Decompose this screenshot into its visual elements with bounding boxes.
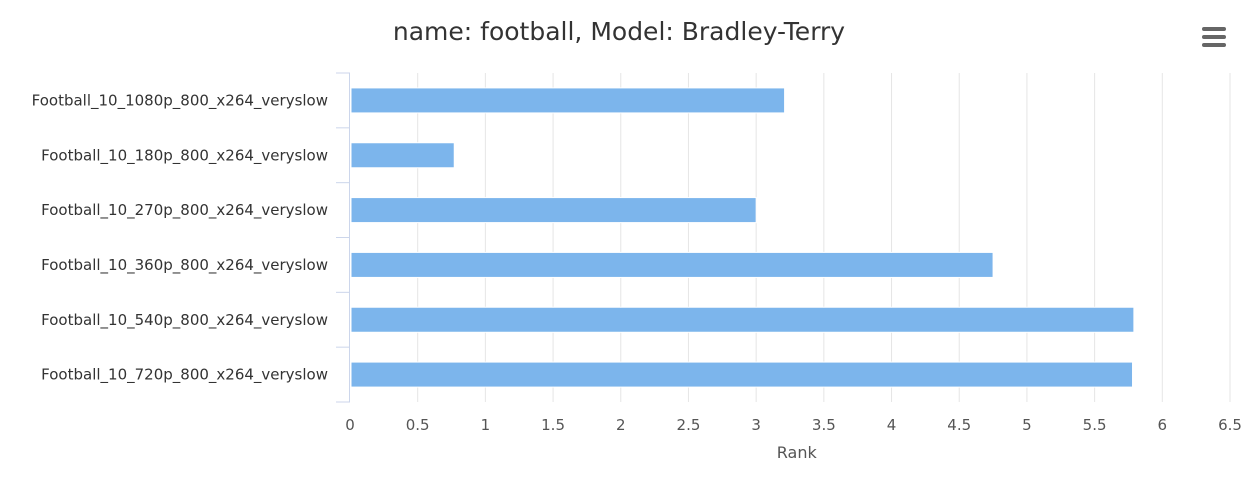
x-tick-label: 3	[751, 416, 761, 434]
y-category-label: Football_10_270p_800_x264_veryslow	[41, 201, 328, 220]
hamburger-menu-icon-line	[1202, 35, 1226, 39]
x-axis-title: Rank	[777, 443, 818, 462]
y-category-label: Football_10_720p_800_x264_veryslow	[41, 366, 328, 385]
x-tick-label: 1	[481, 416, 491, 434]
x-tick-label: 4.5	[947, 416, 971, 434]
x-tick-label: 2.5	[677, 416, 701, 434]
x-tick-label: 5	[1022, 416, 1032, 434]
x-tick-label: 0	[345, 416, 355, 434]
chart-title: name: football, Model: Bradley-Terry	[393, 17, 845, 46]
x-tick-label: 0.5	[406, 416, 430, 434]
bar[interactable]	[350, 87, 786, 114]
bar[interactable]	[350, 251, 994, 278]
x-tick-label: 3.5	[812, 416, 836, 434]
x-tick-label: 4	[887, 416, 897, 434]
chart-menu-button[interactable]	[1200, 24, 1228, 50]
x-tick-label: 1.5	[541, 416, 565, 434]
y-category-label: Football_10_360p_800_x264_veryslow	[41, 256, 328, 275]
x-tick-label: 6.5	[1218, 416, 1242, 434]
x-tick-label: 2	[616, 416, 626, 434]
hamburger-menu-icon-line	[1202, 43, 1226, 47]
y-category-label: Football_10_180p_800_x264_veryslow	[41, 146, 328, 165]
bar[interactable]	[350, 142, 455, 169]
y-category-label: Football_10_1080p_800_x264_veryslow	[32, 91, 328, 110]
y-category-label: Football_10_540p_800_x264_veryslow	[41, 311, 328, 330]
x-tick-label: 6	[1158, 416, 1168, 434]
bar[interactable]	[350, 361, 1134, 388]
x-tick-label: 5.5	[1083, 416, 1107, 434]
hamburger-menu-icon-line	[1202, 27, 1226, 31]
bar[interactable]	[350, 306, 1135, 333]
bar[interactable]	[350, 197, 757, 224]
